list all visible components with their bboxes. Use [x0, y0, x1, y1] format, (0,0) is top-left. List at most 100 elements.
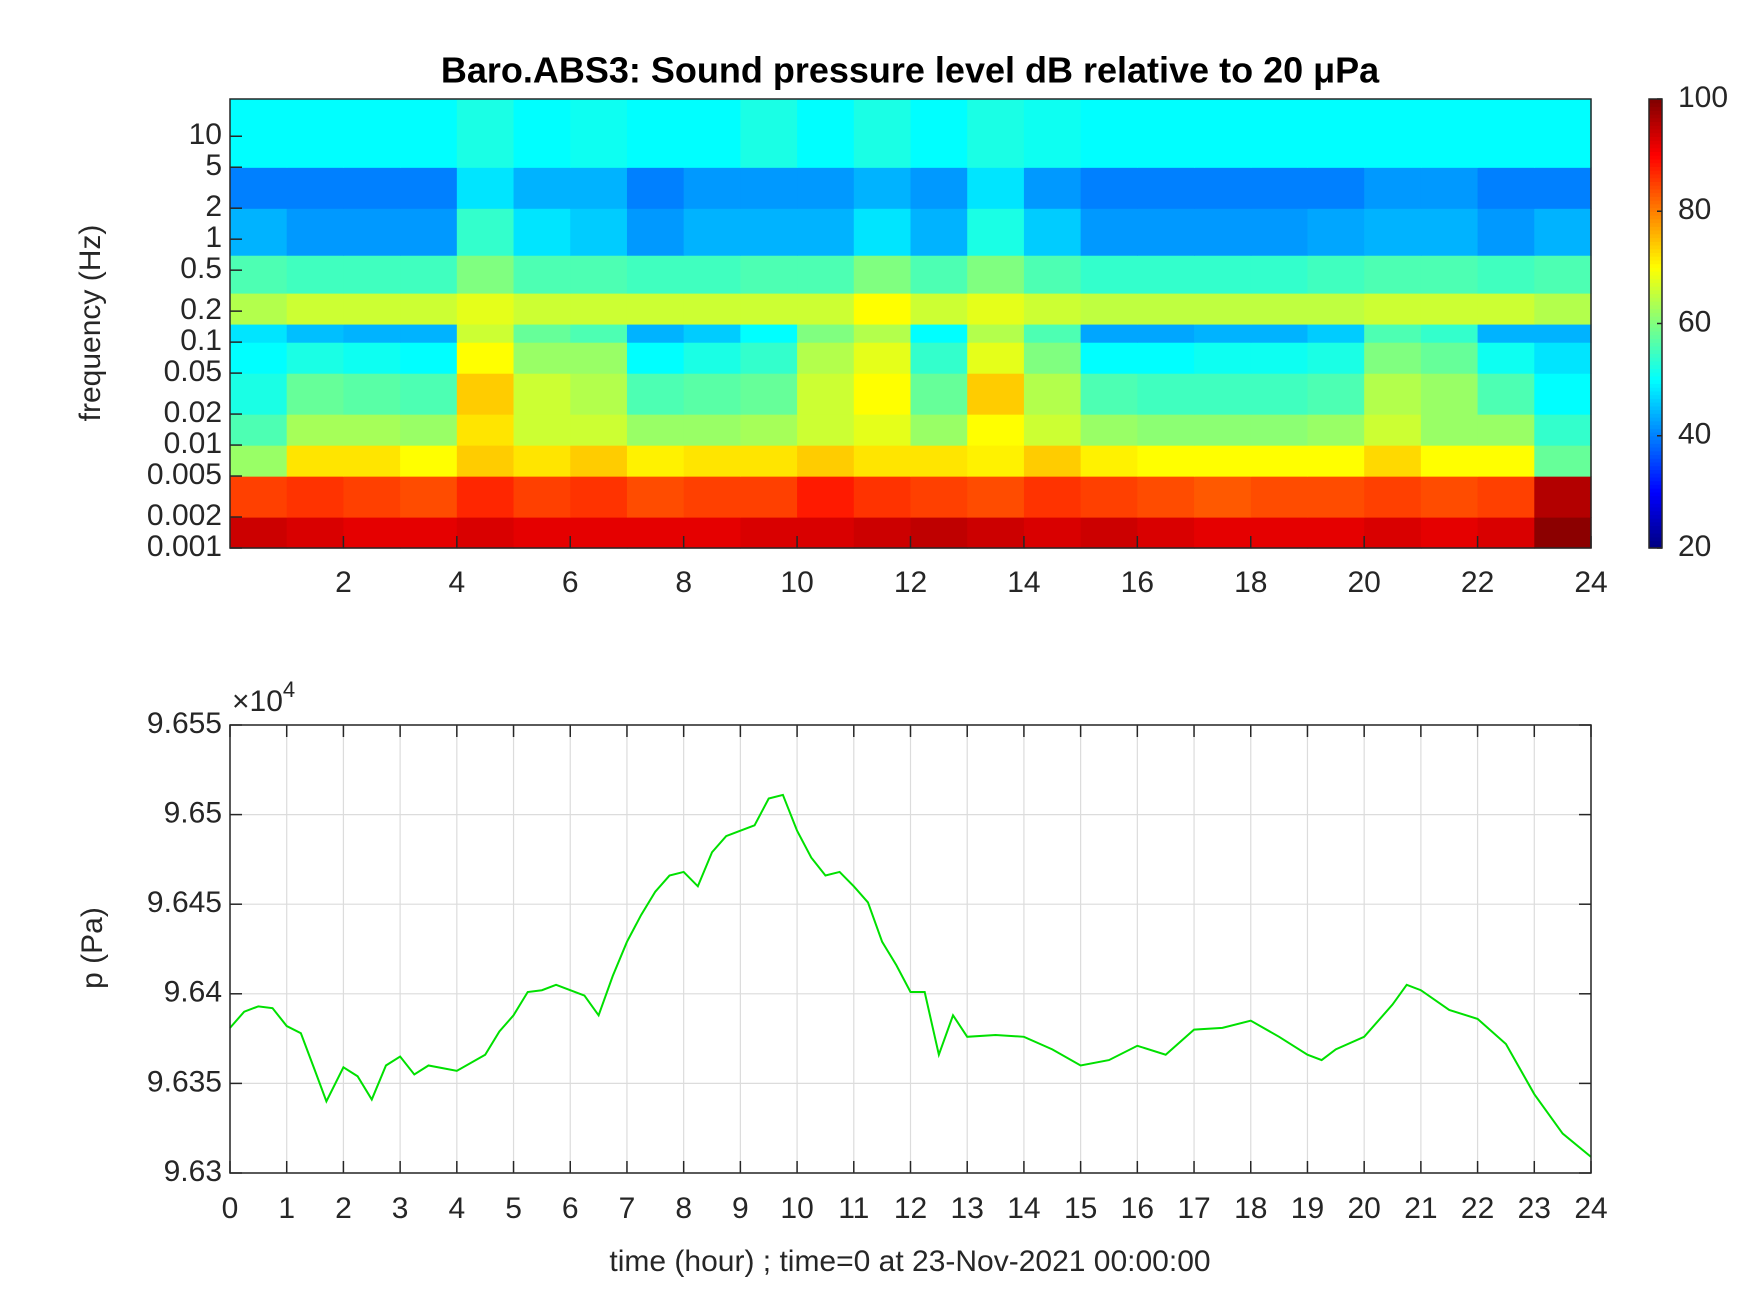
colorbar-step	[1649, 229, 1662, 235]
heat-cell	[400, 255, 458, 294]
heat-cell	[910, 476, 968, 518]
heat-cell	[1364, 167, 1422, 209]
heat-cell	[570, 208, 628, 256]
colorbar-step	[1649, 330, 1662, 336]
colorbar-step	[1649, 510, 1662, 515]
heat-cell	[1194, 167, 1252, 209]
heat-cell	[343, 323, 401, 343]
heat-cell	[456, 342, 515, 374]
colorbar-step	[1649, 357, 1662, 362]
heat-cell	[740, 208, 798, 256]
heat-cell	[1307, 476, 1365, 518]
heat-cell	[1023, 373, 1082, 415]
heat-cell	[286, 208, 345, 256]
heat-cell	[740, 99, 798, 168]
x-tick-label: 2	[335, 1192, 352, 1225]
colorbar-step	[1649, 316, 1662, 321]
y-tick-label: 10	[189, 118, 222, 151]
heat-cell	[1477, 167, 1535, 209]
heat-cell	[1080, 476, 1138, 518]
heat-cell	[1420, 373, 1479, 415]
heat-cell	[797, 167, 855, 209]
heat-cell	[1023, 476, 1082, 518]
colorbar-step	[1649, 99, 1662, 104]
heat-cell	[626, 445, 685, 477]
heat-cell	[853, 445, 912, 477]
plot-box	[229, 724, 1592, 1174]
heat-cell	[967, 373, 1025, 415]
colorbar-tick-label: 40	[1678, 418, 1711, 451]
heat-cell	[1137, 323, 1195, 343]
y-tick-label: 9.63	[164, 1155, 222, 1188]
colorbar-step	[1649, 147, 1662, 152]
heat-cell	[797, 373, 855, 415]
heat-cell	[1534, 414, 1592, 446]
heat-cell	[343, 255, 401, 294]
x-tick-label: 14	[1007, 566, 1040, 599]
heat-cell	[853, 99, 912, 168]
heat-cell	[1137, 167, 1195, 209]
colorbar-step	[1649, 368, 1662, 373]
heat-cell	[1420, 293, 1479, 325]
x-tick-label: 12	[894, 1192, 927, 1225]
heat-cell	[1137, 255, 1195, 294]
heat-cell	[1420, 255, 1479, 294]
x-tick-label: 11	[838, 1192, 869, 1225]
colorbar-step	[1649, 185, 1662, 190]
x-tick-label: 0	[222, 1192, 239, 1225]
y-tick-label: 0.1	[180, 324, 222, 357]
colorbar-step	[1649, 379, 1662, 384]
heat-cell	[1534, 342, 1592, 374]
heat-cell	[1477, 255, 1535, 294]
heat-cell	[1364, 342, 1422, 374]
heat-cell	[456, 445, 515, 477]
heat-cell	[683, 99, 741, 168]
chart-title: Baro.ABS3: Sound pressure level dB relat…	[441, 50, 1380, 91]
colorbar-step	[1649, 304, 1662, 310]
heat-cell	[400, 342, 458, 374]
colorbar-step	[1649, 151, 1662, 156]
heat-cell	[683, 208, 741, 256]
heat-cell	[456, 517, 515, 549]
colorbar-step	[1649, 521, 1662, 527]
heat-cell	[1080, 342, 1138, 374]
heat-cell	[570, 445, 628, 477]
colorbar-step	[1649, 461, 1662, 467]
x-tick-label: 20	[1347, 566, 1380, 599]
x-tick-label: 24	[1574, 566, 1607, 599]
heat-cell	[286, 476, 345, 518]
colorbar-step	[1649, 342, 1662, 347]
heat-cell	[400, 517, 458, 549]
heat-cell	[797, 476, 855, 518]
colorbar-step	[1649, 424, 1662, 429]
heat-cell	[230, 445, 288, 477]
colorbar-step	[1649, 286, 1662, 291]
colorbar-step	[1649, 170, 1662, 175]
heat-cell	[513, 373, 571, 415]
heat-cell	[797, 323, 855, 343]
heat-cell	[513, 167, 571, 209]
colorbar-step	[1649, 110, 1662, 115]
colorbar-step	[1649, 443, 1662, 448]
x-axis-label: time (hour) ; time=0 at 23-Nov-2021 00:0…	[609, 1245, 1210, 1278]
heat-cell	[400, 323, 458, 343]
heat-cell	[1080, 99, 1138, 168]
colorbar-step	[1649, 435, 1662, 441]
colorbar-step	[1649, 263, 1662, 268]
heat-cell	[1080, 208, 1138, 256]
heat-cell	[1420, 208, 1479, 256]
x-tick-label: 4	[448, 566, 465, 599]
heat-cell	[740, 293, 798, 325]
heat-cell	[343, 476, 401, 518]
heat-cell	[1307, 517, 1365, 549]
x-tick-label: 6	[562, 566, 579, 599]
y-tick-label: 0.002	[147, 499, 222, 532]
y-tick-label: 0.01	[164, 427, 222, 460]
y-exponent-base: ×10	[232, 685, 283, 718]
heat-cell	[1364, 99, 1422, 168]
heat-cell	[1534, 167, 1592, 209]
heat-cell	[1023, 99, 1082, 168]
heat-cell	[456, 293, 515, 325]
heat-cell	[626, 293, 685, 325]
heat-cell	[1194, 373, 1252, 415]
